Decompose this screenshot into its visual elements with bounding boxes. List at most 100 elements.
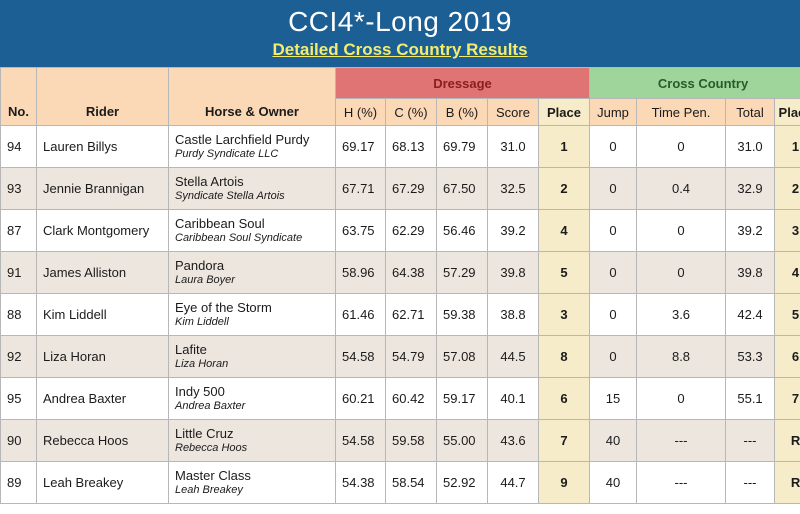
table-row: 95 Andrea Baxter Indy 500 Andrea Baxter 60.2… [0, 377, 800, 420]
cell-total: --- [725, 461, 776, 504]
cell-h: 60.21 [335, 377, 386, 420]
cell-xc-place: 3 [774, 209, 800, 252]
cell-jump: 0 [589, 167, 638, 210]
table-row: 90 Rebecca Hoos Little Cruz Rebecca Hoos 54.… [0, 419, 800, 462]
table-row: 91 James Alliston Pandora Laura Boyer 58.96 6… [0, 251, 800, 294]
col-header-b: B (%) [436, 98, 488, 126]
cell-c: 60.42 [385, 377, 437, 420]
cell-score: 44.7 [487, 461, 539, 504]
cell-time-pen: 0 [636, 251, 727, 294]
cell-total: 39.2 [725, 209, 776, 252]
cell-horse-owner: Caribbean Soul Caribbean Soul Syndicate [168, 209, 336, 252]
cell-no: 87 [0, 209, 37, 252]
cell-h: 63.75 [335, 209, 386, 252]
table-row: 92 Liza Horan Lafite Liza Horan 54.58 54.79 57… [0, 335, 800, 378]
owner-name: Kim Liddell [175, 316, 229, 328]
col-header-h: H (%) [335, 98, 386, 126]
cell-score: 39.2 [487, 209, 539, 252]
results-banner: CCI4*-Long 2019 Detailed Cross Country R… [0, 0, 800, 67]
cell-xc-place: 2 [774, 167, 800, 210]
cell-b: 69.79 [436, 125, 488, 168]
cell-b: 59.17 [436, 377, 488, 420]
cell-time-pen: 0 [636, 209, 727, 252]
cell-jump: 15 [589, 377, 638, 420]
cell-h: 69.17 [335, 125, 386, 168]
cell-c: 62.29 [385, 209, 437, 252]
cell-score: 32.5 [487, 167, 539, 210]
cell-dressage-place: 7 [537, 419, 591, 462]
cell-rider: Leah Breakey [36, 461, 169, 504]
cell-xc-place: 7 [774, 377, 800, 420]
cell-c: 68.13 [385, 125, 437, 168]
horse-name: Indy 500 [175, 384, 225, 399]
cell-xc-place: 1 [774, 125, 800, 168]
cell-h: 54.38 [335, 461, 386, 504]
cell-b: 52.92 [436, 461, 488, 504]
cell-h: 54.58 [335, 335, 386, 378]
cell-dressage-place: 3 [537, 293, 591, 336]
col-header-xc-place: Place [774, 98, 800, 126]
cell-c: 58.54 [385, 461, 437, 504]
cell-rider: Jennie Brannigan [36, 167, 169, 210]
cell-score: 38.8 [487, 293, 539, 336]
table-row: 89 Leah Breakey Master Class Leah Breakey 54… [0, 461, 800, 504]
cell-h: 58.96 [335, 251, 386, 294]
cell-xc-place: 4 [774, 251, 800, 294]
cell-b: 55.00 [436, 419, 488, 462]
col-header-jump: Jump [589, 98, 638, 126]
cell-jump: 40 [589, 461, 638, 504]
horse-name: Master Class [175, 468, 251, 483]
cell-no: 95 [0, 377, 37, 420]
col-header-rider: Rider [36, 67, 169, 126]
cell-total: --- [725, 419, 776, 462]
owner-name: Rebecca Hoos [175, 442, 248, 454]
detailed-results-link[interactable]: Detailed Cross Country Results [272, 40, 528, 59]
cell-h: 67.71 [335, 167, 386, 210]
col-group-cross-country: Cross Country [589, 67, 800, 99]
cell-c: 67.29 [385, 167, 437, 210]
horse-name: Little Cruz [175, 426, 234, 441]
cell-score: 40.1 [487, 377, 539, 420]
cell-b: 67.50 [436, 167, 488, 210]
horse-name: Lafite [175, 342, 207, 357]
cell-horse-owner: Little Cruz Rebecca Hoos [168, 419, 336, 462]
cell-h: 54.58 [335, 419, 386, 462]
cell-time-pen: 0 [636, 377, 727, 420]
owner-name: Purdy Syndicate LLC [175, 148, 279, 160]
cell-horse-owner: Pandora Laura Boyer [168, 251, 336, 294]
cell-c: 54.79 [385, 335, 437, 378]
cell-no: 94 [0, 125, 37, 168]
cell-dressage-place: 8 [537, 335, 591, 378]
cell-xc-place: R [774, 419, 800, 462]
cell-time-pen: --- [636, 419, 727, 462]
cell-horse-owner: Indy 500 Andrea Baxter [168, 377, 336, 420]
horse-name: Caribbean Soul [175, 216, 265, 231]
cell-dressage-place: 9 [537, 461, 591, 504]
owner-name: Liza Horan [175, 358, 229, 370]
col-header-no: No. [0, 67, 37, 126]
cell-no: 90 [0, 419, 37, 462]
cell-score: 31.0 [487, 125, 539, 168]
owner-name: Syndicate Stella Artois [175, 190, 285, 202]
col-header-time-pen: Time Pen. [636, 98, 727, 126]
cell-no: 93 [0, 167, 37, 210]
table-row: 94 Lauren Billys Castle Larchfield Purdy Pu… [0, 125, 800, 168]
cell-time-pen: 0.4 [636, 167, 727, 210]
cell-dressage-place: 2 [537, 167, 591, 210]
col-group-dressage: Dressage [334, 67, 591, 99]
cell-score: 44.5 [487, 335, 539, 378]
cell-rider: Kim Liddell [36, 293, 169, 336]
cell-xc-place: R [774, 461, 800, 504]
table-row: 93 Jennie Brannigan Stella Artois Syndicate… [0, 167, 800, 210]
cell-score: 43.6 [487, 419, 539, 462]
results-table: No. Rider Horse & Owner Dressage Cross C… [0, 67, 800, 504]
cell-jump: 40 [589, 419, 638, 462]
cell-xc-place: 6 [774, 335, 800, 378]
cell-xc-place: 5 [774, 293, 800, 336]
col-header-total: Total [725, 98, 776, 126]
horse-name: Castle Larchfield Purdy [175, 132, 310, 147]
cell-horse-owner: Lafite Liza Horan [168, 335, 336, 378]
cell-time-pen: 8.8 [636, 335, 727, 378]
cell-jump: 0 [589, 251, 638, 294]
cell-jump: 0 [589, 293, 638, 336]
